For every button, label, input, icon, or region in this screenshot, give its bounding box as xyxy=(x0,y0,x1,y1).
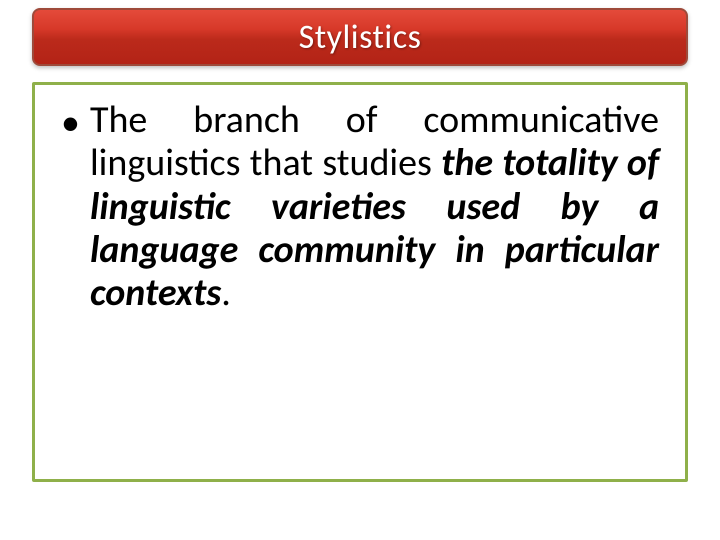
slide: Stylistics • The branch of communicative… xyxy=(0,0,720,540)
bullet-item: • The branch of communicative linguistic… xyxy=(61,99,659,316)
content-box: • The branch of communicative linguistic… xyxy=(32,82,688,482)
bullet-dot-icon: • xyxy=(61,99,90,145)
bullet-text: The branch of communicative linguistics … xyxy=(90,99,659,316)
slide-title: Stylistics xyxy=(299,17,422,58)
title-box: Stylistics xyxy=(32,8,688,66)
bullet-suffix: . xyxy=(221,270,231,316)
